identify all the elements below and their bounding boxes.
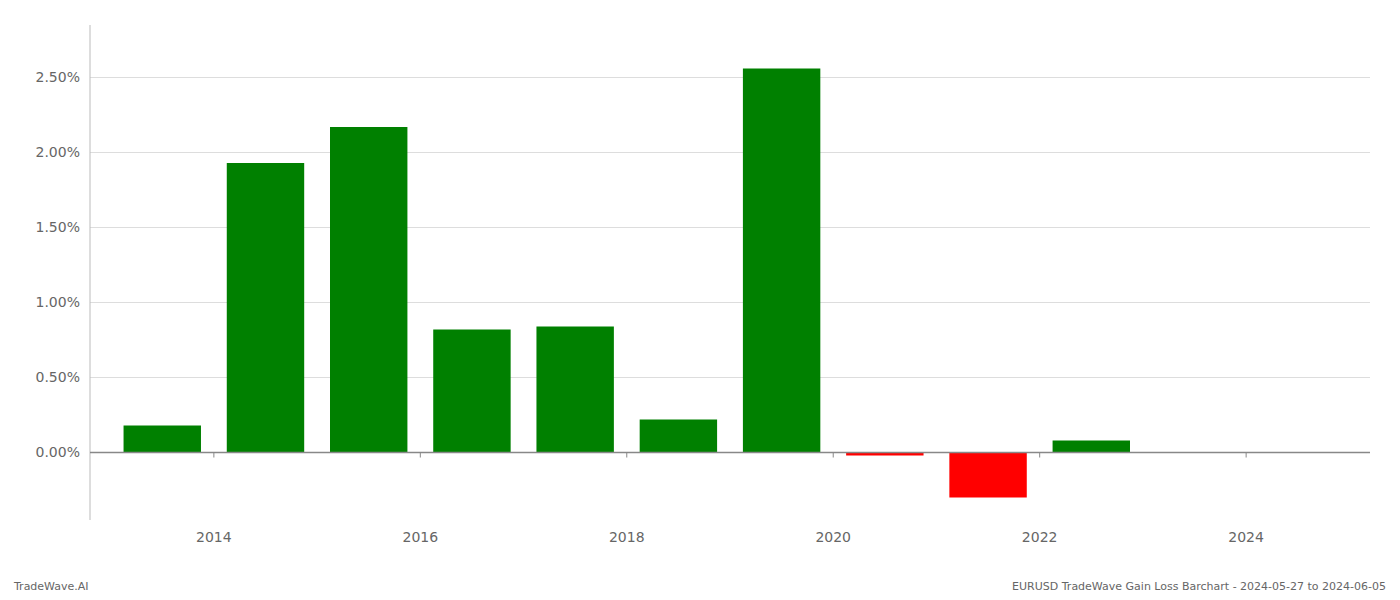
- bar: [330, 127, 407, 453]
- bar: [1053, 441, 1130, 453]
- y-grid: [90, 78, 1370, 453]
- x-tick-label: 2024: [1228, 529, 1264, 545]
- bar: [743, 69, 820, 453]
- chart-container: 0.00%0.50%1.00%1.50%2.00%2.50%2014201620…: [0, 0, 1400, 600]
- x-tick: [1246, 453, 1247, 458]
- footer-left: TradeWave.AI: [13, 580, 89, 593]
- y-axis-line: [90, 25, 91, 520]
- x-tick-label: 2018: [609, 529, 645, 545]
- y-tick-label: 0.00%: [36, 444, 80, 460]
- chart: 0.00%0.50%1.00%1.50%2.00%2.50%2014201620…: [0, 0, 1400, 600]
- x-tick-label: 2014: [196, 529, 232, 545]
- x-tick-label: 2016: [403, 529, 439, 545]
- x-tick: [833, 453, 834, 458]
- x-axis-line: [90, 452, 1370, 454]
- x-tick-label: 2020: [815, 529, 851, 545]
- x-tick: [1039, 453, 1040, 458]
- bar: [227, 163, 304, 453]
- x-tick: [626, 453, 627, 458]
- x-tick-label: 2022: [1022, 529, 1058, 545]
- x-tick: [213, 453, 214, 458]
- x-ticks: 2014 2016 2018 2020 2022 2024: [196, 453, 1264, 546]
- footer-right: EURUSD TradeWave Gain Loss Barchart - 20…: [1012, 580, 1386, 593]
- bar: [536, 327, 613, 453]
- x-tick: [420, 453, 421, 458]
- bar: [433, 330, 510, 453]
- y-tick-label: 2.00%: [36, 144, 80, 160]
- bar: [124, 426, 201, 453]
- bars: [124, 69, 1130, 498]
- y-tick-label: 1.00%: [36, 294, 80, 310]
- y-tick-label: 2.50%: [36, 69, 80, 85]
- bar: [949, 453, 1026, 498]
- y-tick-label: 1.50%: [36, 219, 80, 235]
- y-tick-label: 0.50%: [36, 369, 80, 385]
- grid-line: [90, 152, 1370, 153]
- bar: [640, 420, 717, 453]
- y-tick-labels: 0.00% 0.50% 1.00% 1.50% 2.00% 2.50%: [36, 69, 80, 460]
- grid-line: [90, 77, 1370, 78]
- grid-line: [90, 452, 1370, 453]
